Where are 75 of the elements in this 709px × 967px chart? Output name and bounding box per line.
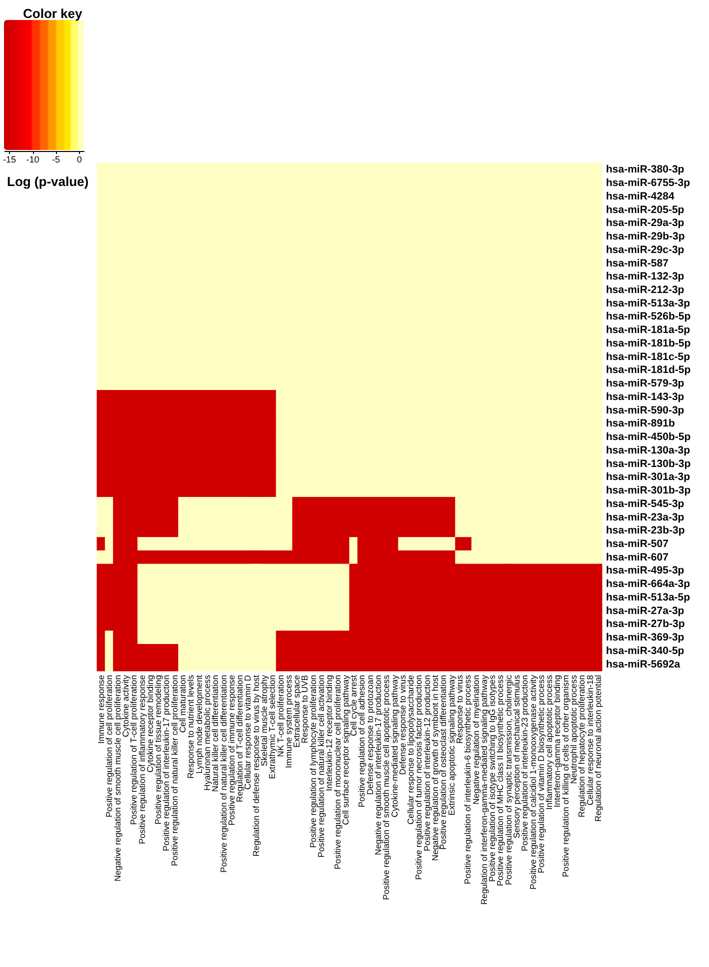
x-tick-label: Extracellular space xyxy=(292,674,302,748)
x-tick-label: Positive regulation of cell proliferation xyxy=(104,674,114,818)
y-tick-label: hsa-miR-513a-3p xyxy=(606,297,690,310)
y-tick-label: hsa-miR-130b-3p xyxy=(606,458,691,470)
x-tick-label: Interleukin-12 receptor binding xyxy=(324,674,334,792)
x-tick-label: Cellular response to vitamin D xyxy=(242,675,253,790)
y-tick-label: hsa-miR-301b-3p xyxy=(606,484,691,497)
y-tick-label: hsa-miR-132-3p xyxy=(606,270,684,283)
y-tick-label: hsa-miR-587 xyxy=(606,257,669,270)
y-tick-label: hsa-miR-212-3p xyxy=(606,284,684,296)
y-tick-label: hsa-miR-450b-5p xyxy=(606,431,691,444)
x-tick-label: Regulation of defense response to virus by host xyxy=(250,674,261,857)
y-tick-label: hsa-miR-29a-3p xyxy=(606,217,684,230)
y-tick-label: hsa-miR-27b-3p xyxy=(606,618,685,630)
y-tick-label: hsa-miR-205-5p xyxy=(606,204,684,216)
y-tick-label: hsa-miR-27a-3p xyxy=(606,604,684,617)
x-tick-label: Negative regulation of growth of symbiont in host xyxy=(430,674,440,861)
legend-title: Color key xyxy=(23,6,84,21)
y-tick-label: hsa-miR-181d-5p xyxy=(606,364,691,376)
y-tick-label: hsa-miR-181a-5p xyxy=(606,324,690,336)
y-tick-label: hsa-miR-526b-5p xyxy=(606,310,691,323)
x-tick-label: Positive regulation of lymphocyte proliferation xyxy=(308,674,318,848)
x-tick-label: Regulation of T-cell differentiation xyxy=(234,674,245,802)
color-bar-label: -15 xyxy=(2,154,16,164)
color-bar-title: Log (p-value) xyxy=(7,174,89,189)
x-tick-label: Positive regulation of interleukin-23 production xyxy=(520,674,530,852)
color-bar-label: -10 xyxy=(26,154,40,164)
x-tick-label: Positive regulation of interleukin-6 biosynthetic process xyxy=(462,675,473,884)
y-tick-label: hsa-miR-380-3p xyxy=(606,164,684,176)
y-tick-label: hsa-miR-29c-3p xyxy=(606,244,684,256)
y-tick-label: hsa-miR-130a-3p xyxy=(606,444,690,456)
y-tick-label: hsa-miR-590-3p xyxy=(606,404,684,416)
x-tick-label: Inflammatory cell apoptotic process xyxy=(544,675,554,810)
x-tick-label: Negative regulation of myelination xyxy=(470,674,481,804)
y-tick-label: hsa-miR-891b xyxy=(606,418,675,430)
y-tick-label: hsa-miR-545-3p xyxy=(606,498,684,510)
x-tick-label: Cytokine activity xyxy=(120,674,131,738)
x-tick-label: Regulation of hepatocyte proliferation xyxy=(576,674,587,818)
y-tick-label: hsa-miR-579-3p xyxy=(606,378,684,390)
y-tick-label: hsa-miR-23b-3p xyxy=(606,524,685,537)
x-tick-label: Negative regulation of interleukin-17 production xyxy=(373,674,384,856)
y-tick-label: hsa-miR-4284 xyxy=(606,190,674,202)
x-tick-label: Extrathymic T-cell selection xyxy=(267,674,278,779)
y-tick-label: hsa-miR-495-3p xyxy=(606,564,684,577)
x-tick-label: Natural killer cell differentiation xyxy=(210,674,220,792)
y-tick-label: hsa-miR-513a-5p xyxy=(606,591,690,604)
x-tick-label: NK T-cell proliferation xyxy=(275,674,286,757)
y-tick-label: hsa-miR-23a-3p xyxy=(606,511,684,524)
y-tick-label: hsa-miR-181b-5p xyxy=(606,337,691,350)
x-tick-label: Positive regulation of immune response xyxy=(226,674,236,826)
y-tick-label: hsa-miR-664a-3p xyxy=(606,578,690,590)
x-tick-label: Response to UVB xyxy=(300,674,310,744)
y-tick-label: hsa-miR-143-3p xyxy=(606,390,684,403)
y-tick-label: hsa-miR-301a-3p xyxy=(606,471,690,484)
y-tick-label: hsa-miR-369-3p xyxy=(606,632,684,644)
y-tick-label: hsa-miR-6755-3p xyxy=(606,177,690,190)
x-tick-label: Cellular response to lipopolysaccharide xyxy=(406,674,416,825)
x-tick-label: Positive regulation of natural killer cell differentiation xyxy=(218,674,228,873)
x-tick-label: Response to nutrient levels xyxy=(186,675,196,779)
x-tick-label: Positive regulation of cell adhesion xyxy=(356,674,367,808)
x-tick-label: Positive regulation of smooth muscle cell apoptotic process xyxy=(381,675,392,900)
x-tick-label: Immune response xyxy=(96,674,106,744)
y-tick-label: hsa-miR-5692a xyxy=(606,658,680,670)
x-tick-label: Lymph node development xyxy=(194,674,204,774)
y-tick-label: hsa-miR-29b-3p xyxy=(606,230,685,243)
y-tick-label: hsa-miR-181c-5p xyxy=(606,350,690,363)
color-bar-label: 0 xyxy=(76,154,82,164)
y-tick-label: hsa-miR-340-5p xyxy=(606,644,684,657)
y-tick-label: hsa-miR-507 xyxy=(606,538,669,550)
x-tick-label: Positive regulation of osteoclast differentiation xyxy=(438,674,448,850)
y-tick-label: hsa-miR-607 xyxy=(606,551,669,564)
x-tick-label: Positive regulation of tissue remodeling xyxy=(153,674,164,825)
color-bar-label: -5 xyxy=(52,154,60,164)
x-tick-label: Positive regulation of T-cell proliferation xyxy=(128,674,139,825)
x-tick-label: Cell maturation xyxy=(178,674,188,733)
